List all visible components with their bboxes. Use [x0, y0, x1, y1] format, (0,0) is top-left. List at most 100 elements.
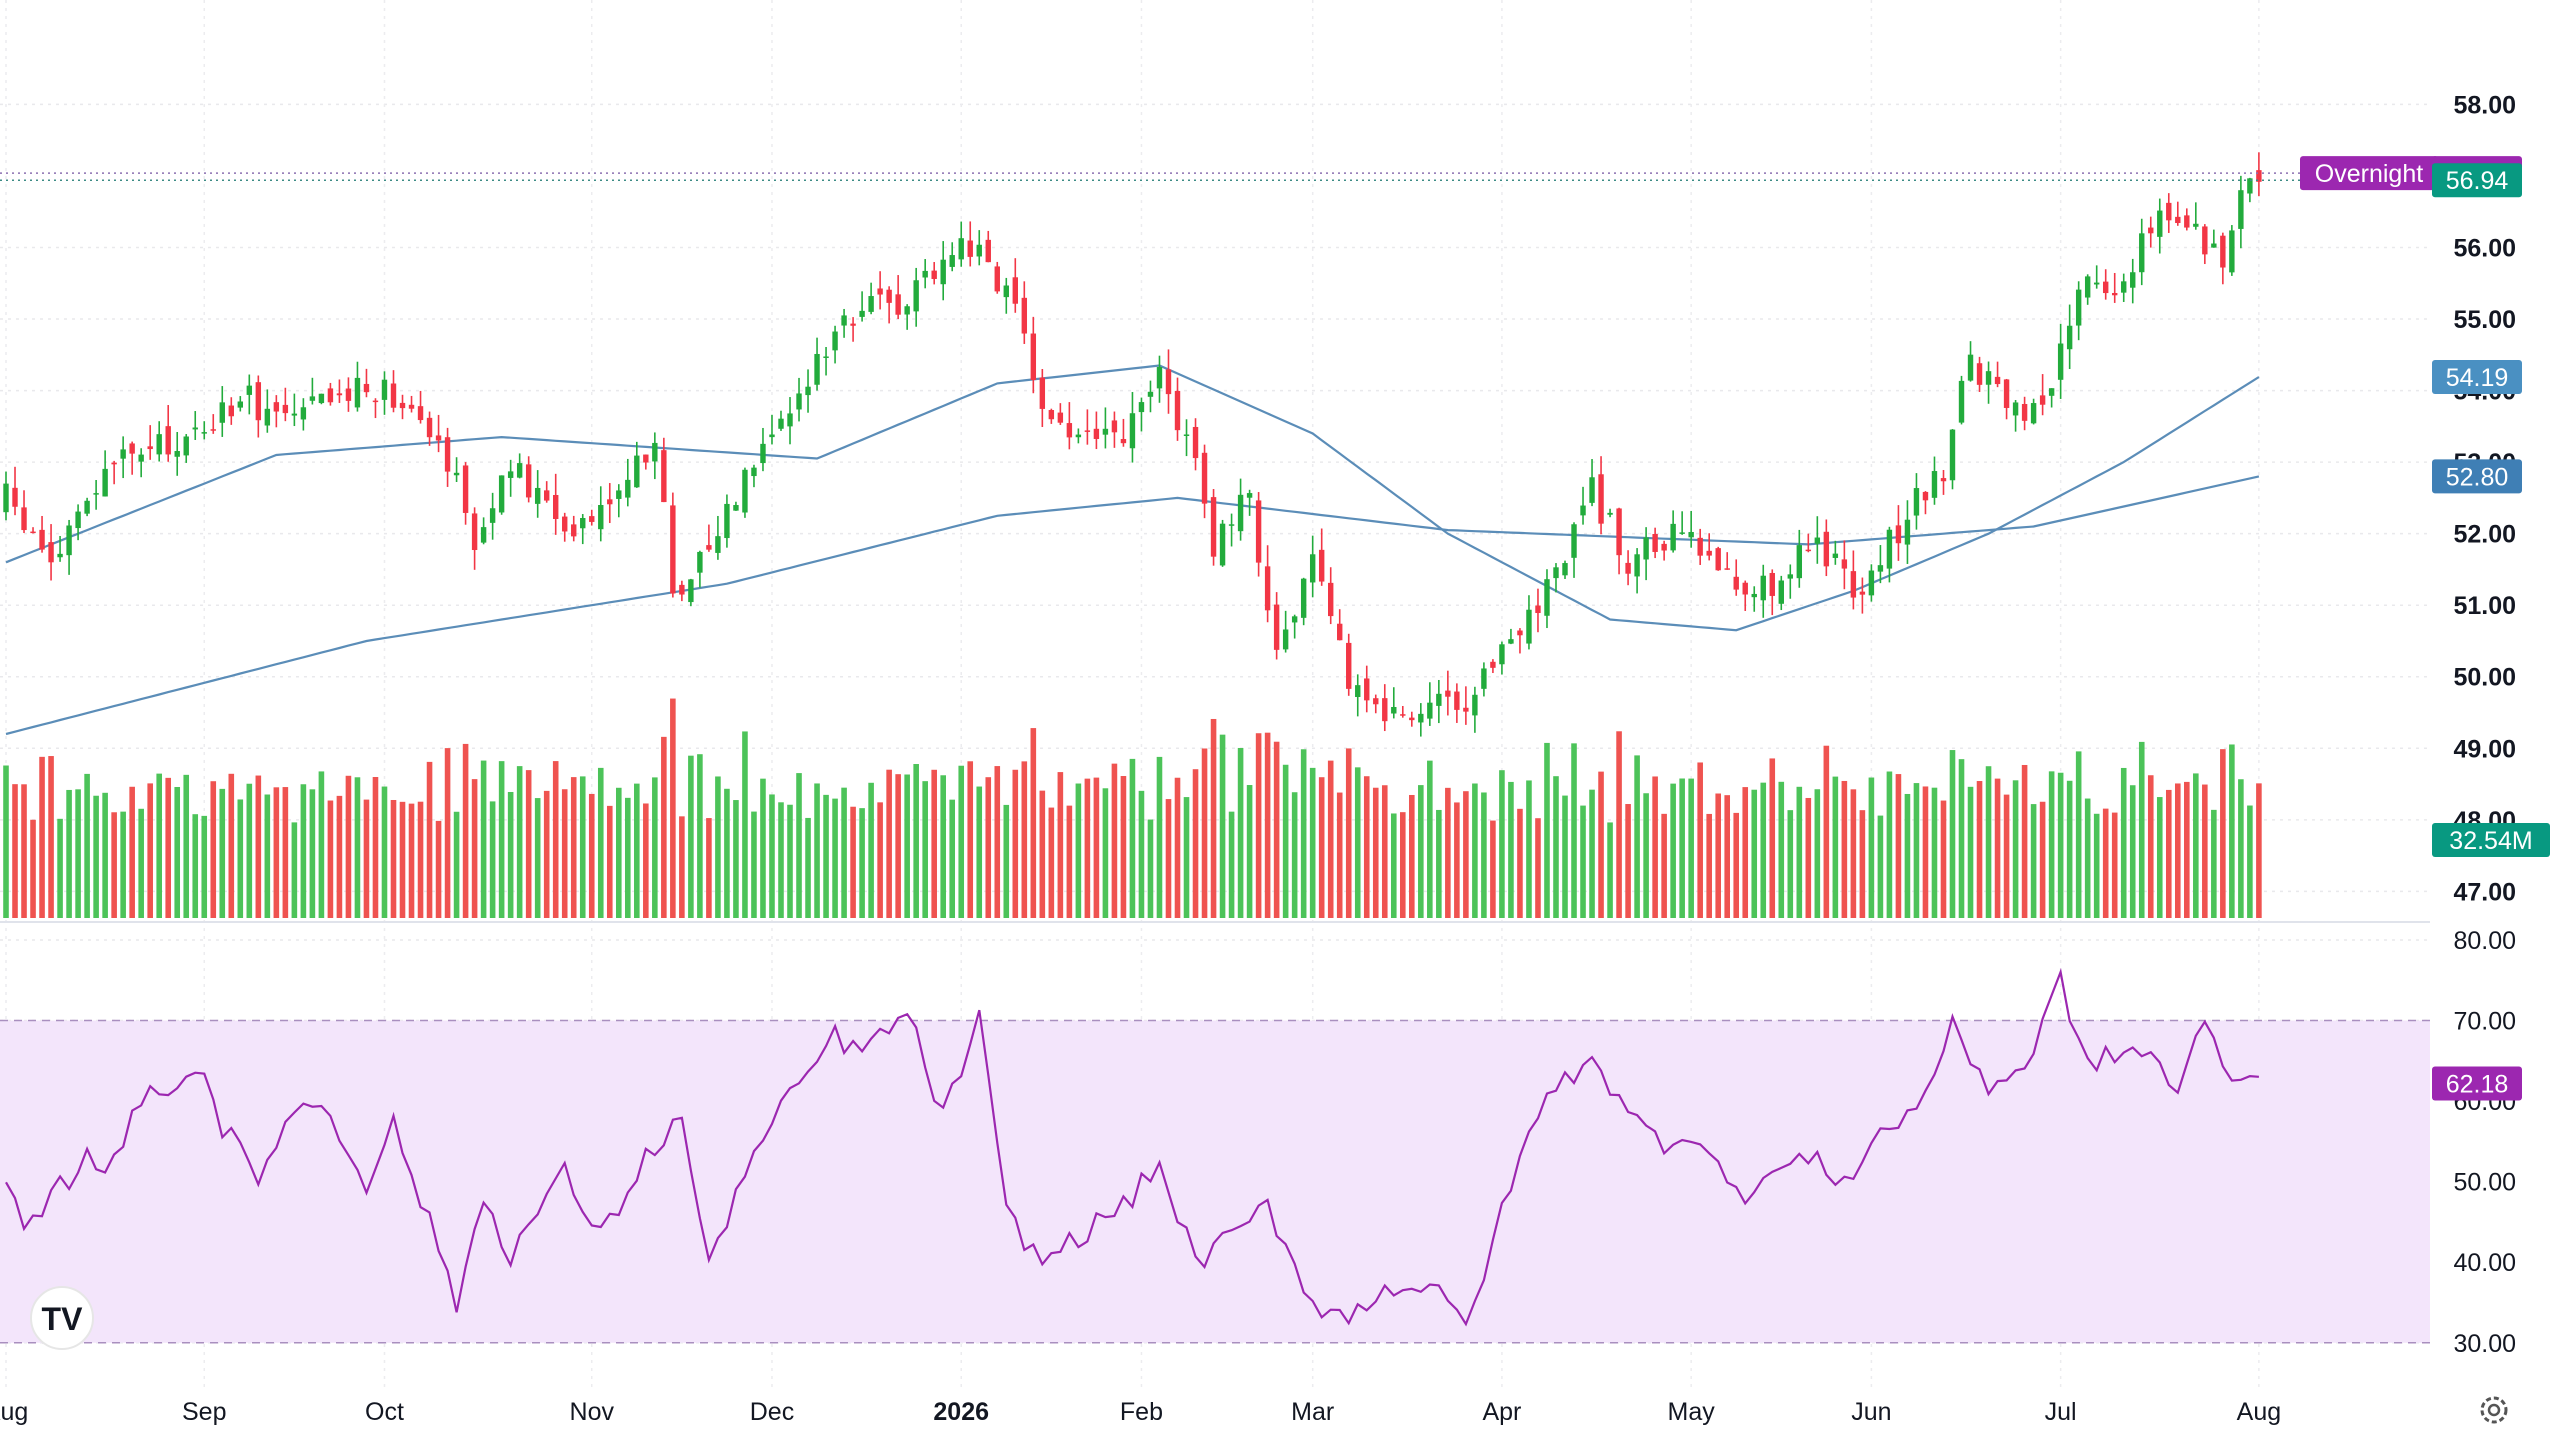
volume-bar — [589, 794, 595, 918]
volume-bar — [2175, 783, 2181, 918]
volume-bar — [1643, 793, 1649, 918]
volume-bar — [1860, 810, 1866, 918]
volume-bar — [328, 801, 334, 918]
volume-bar — [102, 793, 108, 918]
candle-body — [1526, 610, 1531, 644]
candle-body — [1211, 497, 1216, 557]
time-axis-label: Jun — [1851, 1398, 1891, 1426]
candle-body — [382, 380, 387, 400]
volume-bar — [1274, 742, 1280, 918]
candle-body — [589, 516, 594, 522]
volume-bar — [571, 777, 577, 918]
volume-bar — [1769, 758, 1775, 918]
volume-bar — [517, 766, 523, 918]
candle-body — [3, 484, 8, 513]
candle-body — [301, 407, 306, 419]
candle-body — [427, 418, 432, 437]
candle-body — [1391, 707, 1396, 714]
candle-body — [1193, 427, 1198, 458]
candle-body — [229, 406, 234, 417]
volume-bar — [247, 784, 253, 918]
volume-bar — [1995, 779, 2001, 918]
candle-body — [823, 356, 828, 358]
candle-body — [580, 518, 585, 528]
candle-body — [1103, 429, 1108, 435]
candle-body — [84, 501, 89, 514]
volume-bar — [66, 790, 72, 918]
volume-bar — [1941, 801, 1947, 918]
volume-bar — [886, 770, 892, 918]
candle-body — [193, 427, 198, 429]
volume-bar — [499, 761, 505, 918]
candle-body — [337, 393, 342, 395]
candle-body — [364, 384, 369, 392]
candle-body — [1950, 430, 1955, 481]
volume-bar — [409, 804, 415, 918]
volume-bar — [472, 779, 478, 918]
volume-bar — [688, 756, 694, 918]
volume-bar — [310, 789, 316, 918]
candle-body — [1418, 714, 1423, 723]
candle-body — [1869, 571, 1874, 596]
volume-bar — [1103, 788, 1109, 918]
candle-body — [21, 507, 26, 530]
volume-bar — [1535, 818, 1541, 918]
volume-bar — [1283, 765, 1289, 918]
candle-body — [319, 394, 324, 403]
candle-body — [2031, 403, 2036, 423]
candle-body — [1697, 538, 1702, 556]
candle-body — [616, 490, 621, 499]
candle-body — [1688, 532, 1693, 537]
candle-body — [1544, 579, 1549, 616]
candle-body — [292, 414, 297, 416]
volume-bar — [2022, 765, 2028, 918]
candle-body — [39, 530, 44, 550]
volume-bar — [1211, 719, 1217, 918]
volume-bar — [562, 789, 568, 918]
candle-body — [1797, 545, 1802, 578]
candle-body — [1265, 566, 1270, 610]
volume-bar — [1220, 735, 1226, 918]
volume-bar — [535, 798, 541, 918]
volume-bar — [922, 781, 928, 918]
candle-body — [2202, 226, 2207, 254]
candle-body — [1247, 493, 1252, 498]
candle-body — [1076, 435, 1081, 438]
candle-body — [1553, 567, 1558, 578]
candle-body — [1580, 506, 1585, 516]
volume-bar — [1742, 787, 1748, 918]
volume-bar — [949, 800, 955, 918]
candle-body — [166, 426, 171, 454]
volume-bar — [976, 787, 982, 918]
ma200-badge: 52.80 — [2446, 463, 2509, 491]
volume-bar — [868, 783, 874, 918]
volume-bar — [1058, 772, 1064, 918]
volume-bar — [823, 795, 829, 918]
rsi-tick-label: 70.00 — [2453, 1008, 2516, 1036]
volume-bar — [1715, 794, 1721, 918]
volume-bar — [1616, 731, 1622, 918]
volume-bar — [1607, 822, 1613, 918]
volume-bar — [30, 820, 36, 918]
volume-bar — [165, 778, 171, 918]
candle-body — [66, 525, 71, 555]
volume-bar — [1815, 789, 1821, 918]
candle-body — [445, 437, 450, 471]
volume-bar — [661, 737, 667, 918]
volume-bar — [553, 761, 559, 918]
candle-body — [1463, 708, 1468, 712]
candle-body — [481, 527, 486, 543]
volume-bar — [940, 775, 946, 918]
volume-bar — [355, 777, 361, 918]
volume-bar — [156, 774, 162, 918]
volume-bar — [490, 801, 496, 918]
volume-bar — [2013, 780, 2019, 918]
volume-bar — [1382, 785, 1388, 918]
candle-body — [1148, 392, 1153, 397]
rsi-tick-label: 30.00 — [2453, 1330, 2516, 1358]
candle-body — [2229, 230, 2234, 272]
candle-body — [1887, 530, 1892, 569]
tradingview-logo[interactable]: TV — [31, 1287, 93, 1349]
volume-bar — [625, 798, 631, 918]
